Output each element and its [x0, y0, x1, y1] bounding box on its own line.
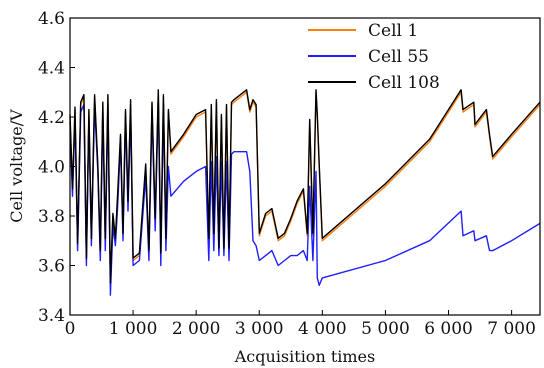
x-tick-label: 2 000 [172, 319, 221, 339]
y-tick-label: 3.6 [38, 257, 65, 277]
legend-label-3: Cell 108 [368, 73, 440, 93]
x-tick-label: 3 000 [235, 319, 284, 339]
x-tick-label: 6 000 [424, 319, 473, 339]
legend: Cell 1 Cell 55 Cell 108 [308, 21, 440, 93]
y-axis: 3.4 3.6 3.8 4.0 4.2 4.4 4.6 [38, 9, 75, 326]
x-tick-label: 7 000 [487, 319, 536, 339]
y-tick-label: 3.8 [38, 207, 65, 227]
x-tick-label: 1 000 [109, 319, 158, 339]
x-axis: 0 1 000 2 000 3 000 4 000 5 000 6 000 7 000 [65, 310, 536, 339]
x-tick-label: 4 000 [298, 319, 347, 339]
legend-label-2: Cell 55 [368, 47, 429, 67]
series-line-2 [69, 96, 541, 296]
y-axis-label: Cell voltage/V [7, 109, 26, 223]
series-layer [69, 89, 541, 296]
series-line-3 [69, 89, 541, 284]
x-axis-label: Acquisition times [234, 347, 375, 366]
y-tick-label: 4.2 [38, 108, 65, 128]
y-tick-label: 3.4 [38, 306, 65, 326]
legend-label-1: Cell 1 [368, 21, 418, 41]
x-tick-label: 5 000 [361, 319, 410, 339]
y-tick-label: 4.4 [38, 59, 65, 79]
y-tick-label: 4.0 [38, 158, 65, 178]
plot-frame [69, 17, 541, 316]
x-tick-label: 0 [65, 319, 76, 339]
y-tick-label: 4.6 [38, 9, 65, 29]
